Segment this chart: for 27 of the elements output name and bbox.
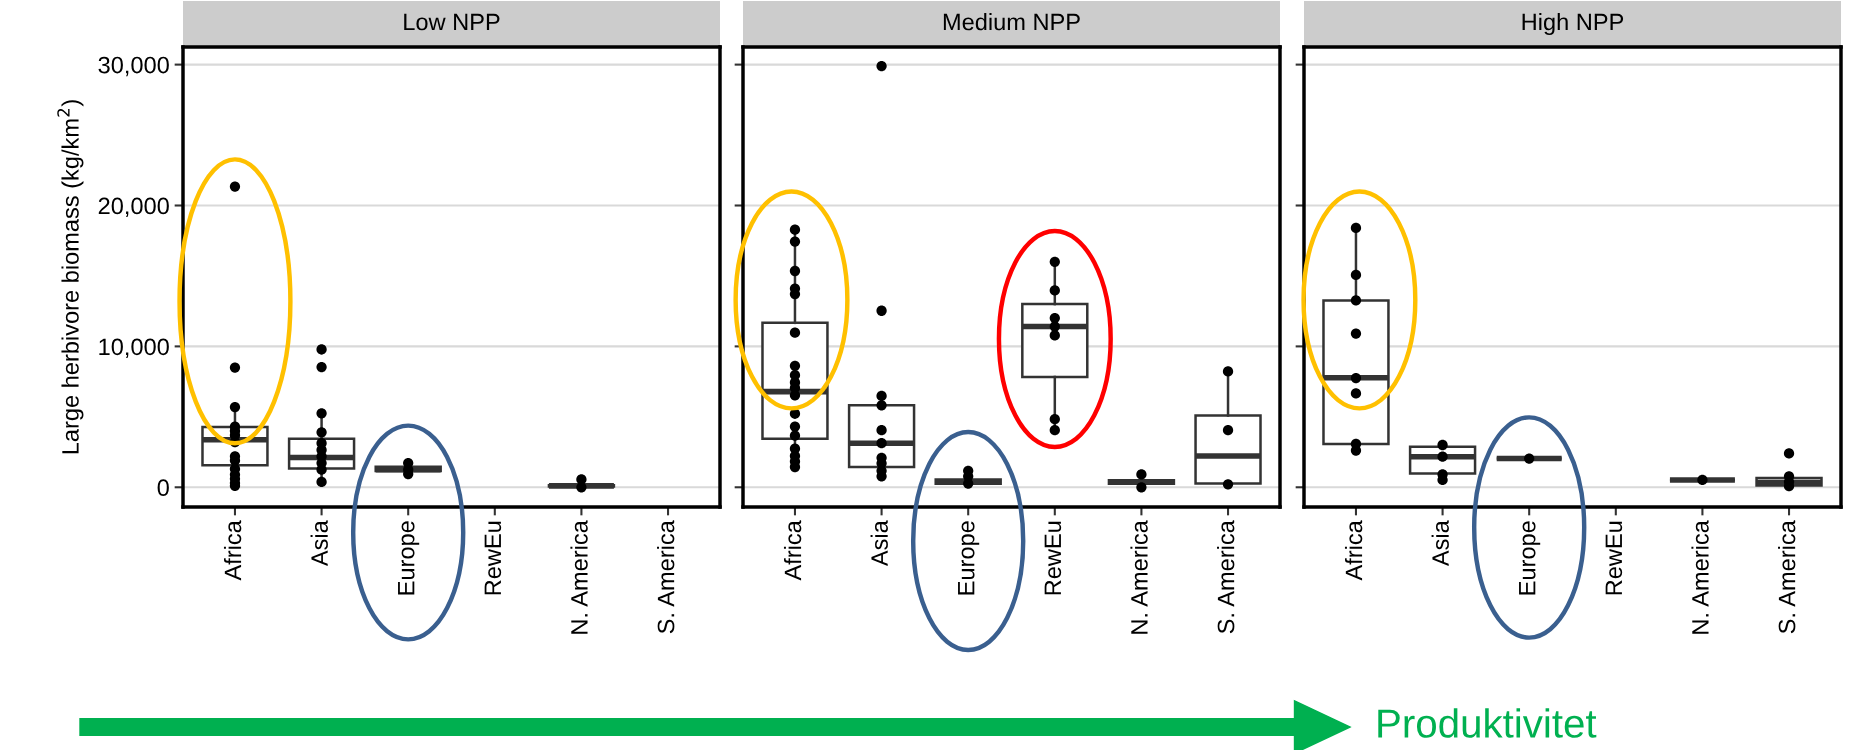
x-tick-label: S. America xyxy=(1217,520,1235,634)
x-tick-label: RewEu xyxy=(1605,521,1623,595)
y-tick-label: 0 xyxy=(157,479,169,497)
y-tick-label: 10,000 xyxy=(99,338,169,358)
text: Produktivitet xyxy=(1378,708,1597,738)
x-tick-label: Africa xyxy=(783,520,802,581)
x-tick-label: RewEu xyxy=(484,521,502,595)
x-tick-label: N. America xyxy=(1130,520,1148,634)
x-tick-label: S. America xyxy=(657,520,675,634)
x-tick-label: N. America xyxy=(570,520,588,634)
x-tick-label: Asia xyxy=(310,520,328,567)
chart-title: Medium NPP xyxy=(943,13,1080,31)
y-tick-label: 20,000 xyxy=(98,197,169,218)
x-tick-label: Africa xyxy=(1344,520,1363,581)
y-axis-title: Large herbivore biomass (kg/km$^{2}$) xyxy=(57,100,84,454)
x-tick-label: N. America xyxy=(1691,520,1709,634)
x-tick-label: Asia xyxy=(870,520,888,567)
x-tick-label: Asia xyxy=(1431,520,1449,567)
x-tick-label: S. America xyxy=(1778,520,1796,634)
x-tick-label: Europe xyxy=(398,521,420,595)
chart-title: Low NPP xyxy=(404,13,500,31)
y-tick-label: 30,000 xyxy=(98,56,169,77)
x-tick-label: Europe xyxy=(958,521,980,595)
x-tick-label: Africa xyxy=(223,520,242,581)
chart-title: High NPP xyxy=(1522,13,1624,35)
x-tick-label: RewEu xyxy=(1044,521,1062,595)
x-tick-label: Europe xyxy=(1519,521,1541,595)
